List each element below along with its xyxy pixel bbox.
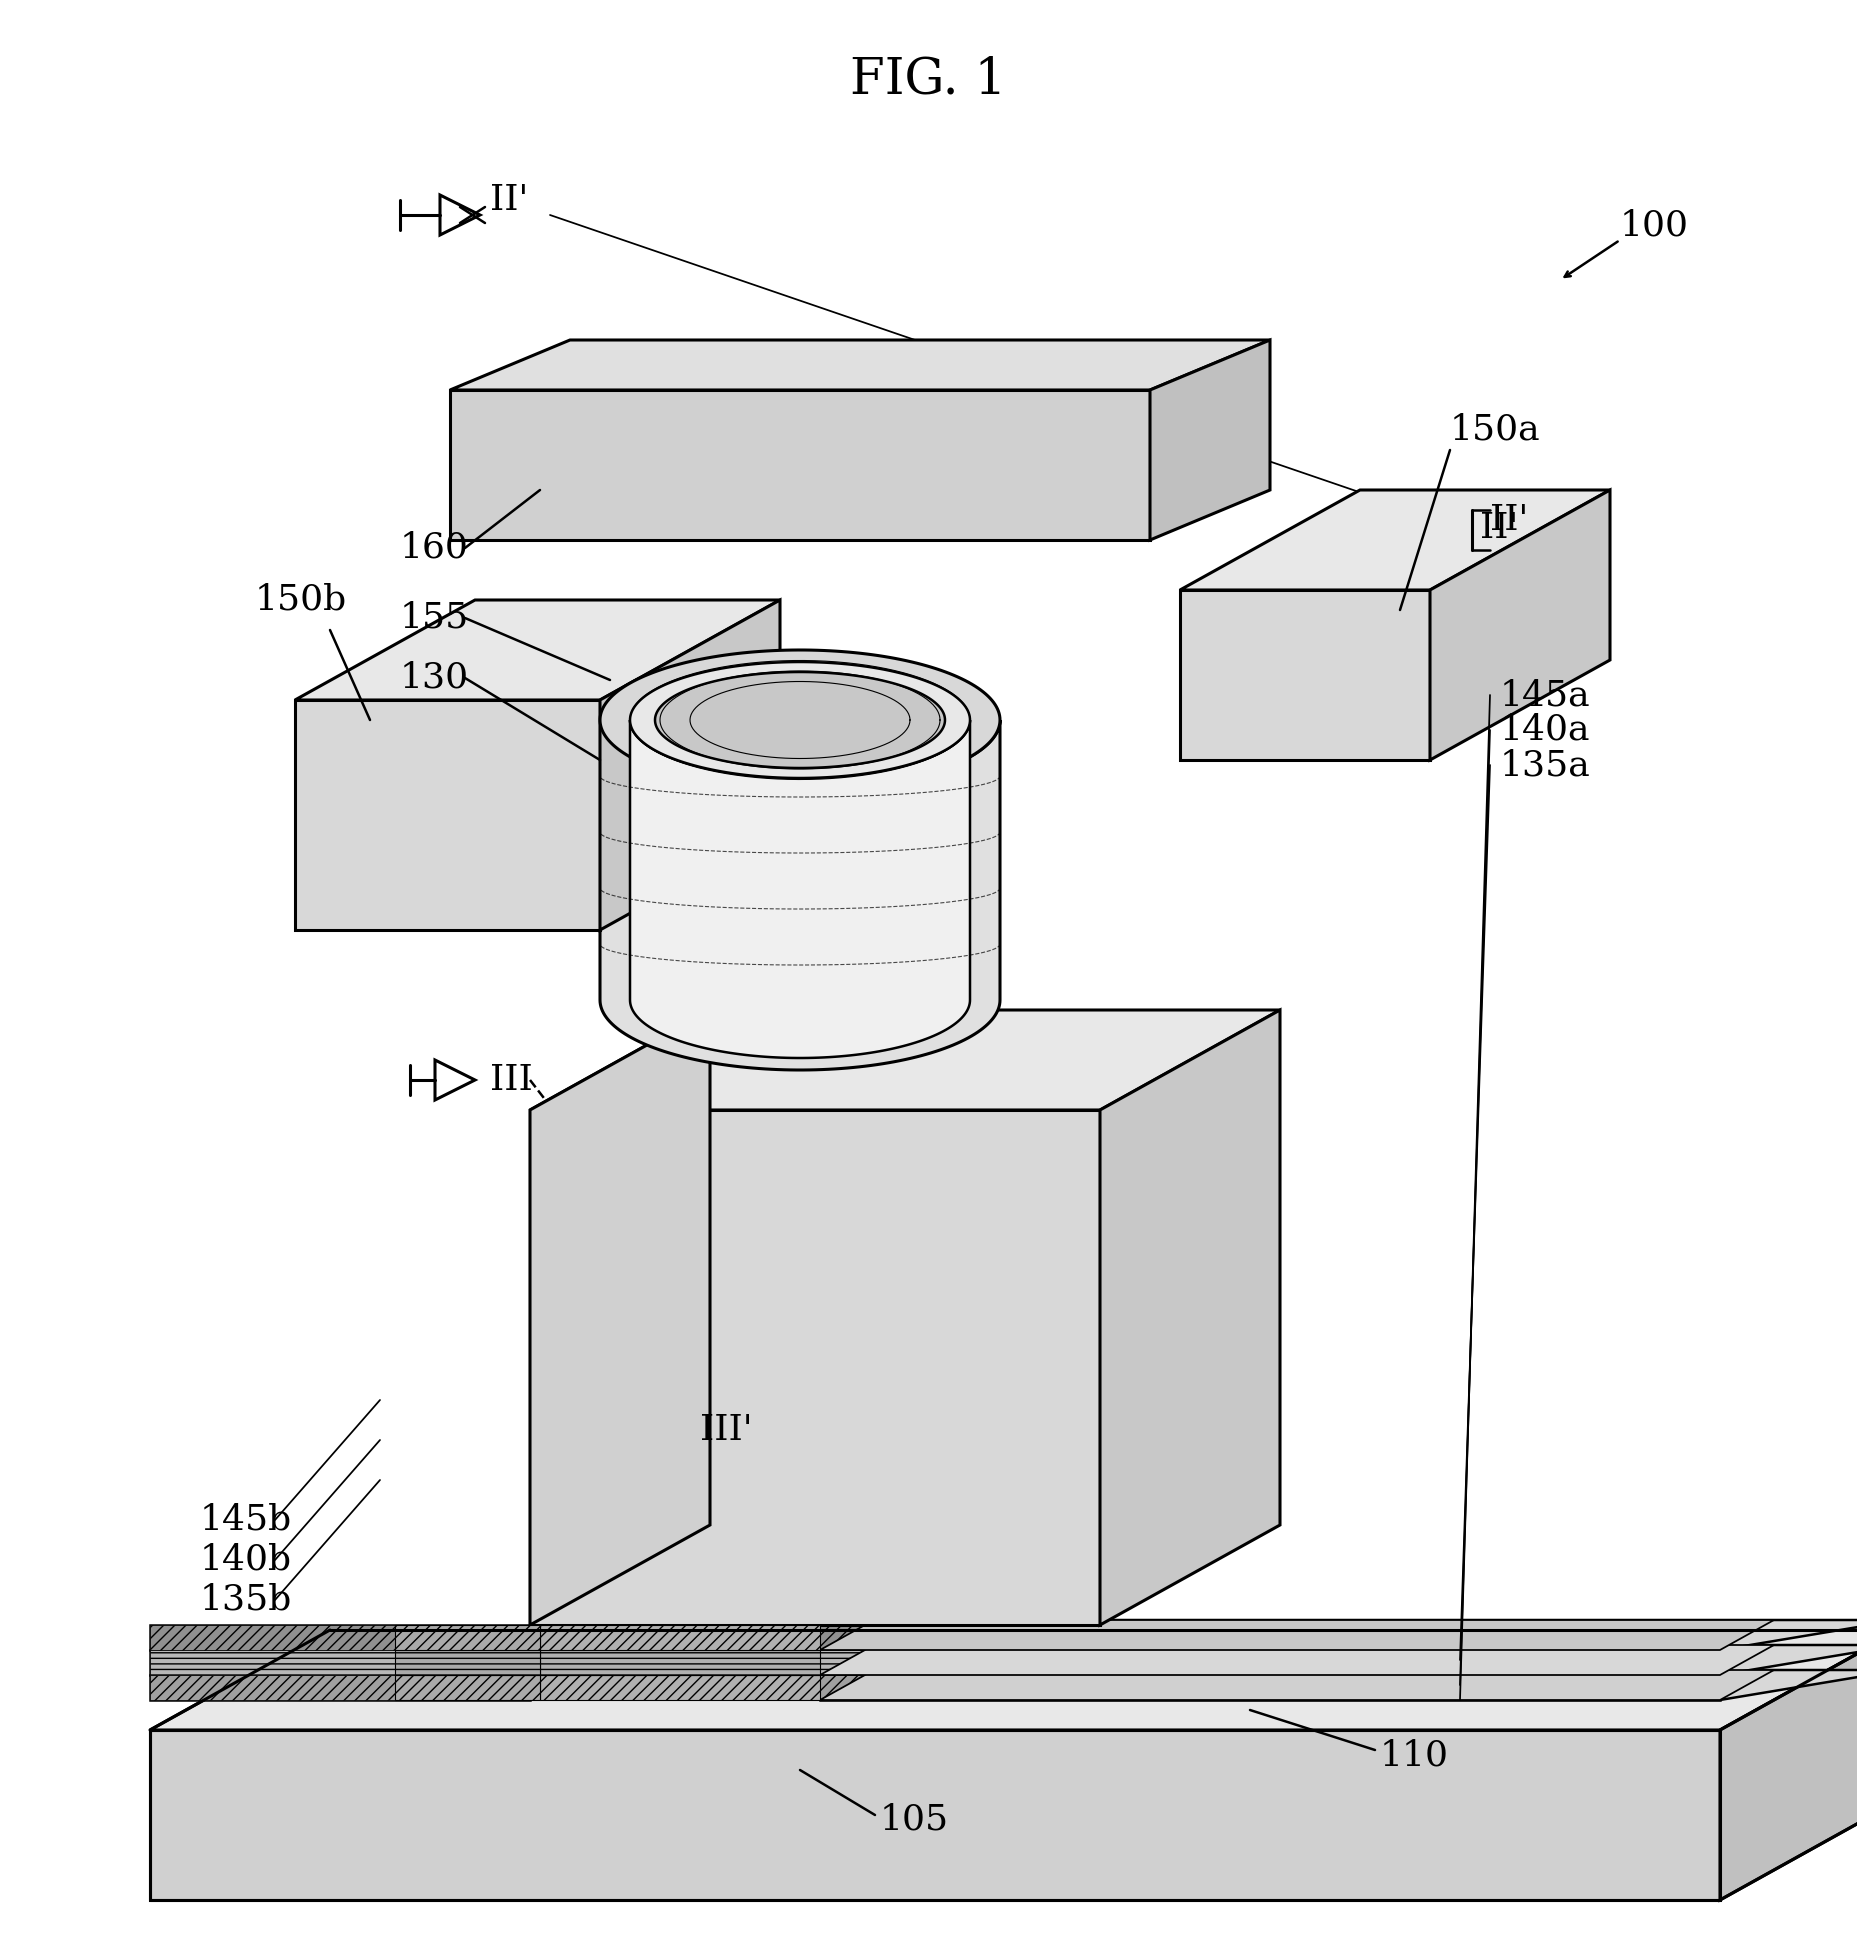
Polygon shape bbox=[540, 1625, 821, 1650]
Polygon shape bbox=[656, 673, 945, 768]
Polygon shape bbox=[150, 1730, 1720, 1900]
Polygon shape bbox=[529, 1109, 1099, 1625]
Polygon shape bbox=[821, 1675, 1720, 1701]
Polygon shape bbox=[821, 1644, 1773, 1675]
Polygon shape bbox=[821, 1675, 1720, 1701]
Polygon shape bbox=[1720, 1631, 1857, 1900]
Polygon shape bbox=[150, 1650, 529, 1675]
Text: 150b: 150b bbox=[254, 584, 347, 617]
Text: 145a: 145a bbox=[1500, 679, 1591, 712]
Text: 105: 105 bbox=[880, 1803, 949, 1836]
Text: FIG. 1: FIG. 1 bbox=[851, 56, 1006, 105]
Polygon shape bbox=[150, 1631, 1857, 1730]
Text: III: III bbox=[490, 1063, 533, 1097]
Polygon shape bbox=[821, 1625, 1720, 1650]
Polygon shape bbox=[440, 196, 479, 235]
Polygon shape bbox=[150, 1675, 529, 1701]
Polygon shape bbox=[821, 1650, 1720, 1675]
Text: 150a: 150a bbox=[1450, 413, 1541, 448]
Polygon shape bbox=[1149, 339, 1270, 539]
Polygon shape bbox=[295, 599, 780, 700]
Polygon shape bbox=[1179, 491, 1610, 589]
Text: 160: 160 bbox=[399, 531, 468, 564]
Polygon shape bbox=[150, 1675, 529, 1701]
Polygon shape bbox=[630, 661, 969, 778]
Polygon shape bbox=[600, 719, 1001, 1070]
Polygon shape bbox=[150, 1625, 529, 1650]
Polygon shape bbox=[821, 1644, 1857, 1675]
Polygon shape bbox=[540, 1650, 821, 1675]
Polygon shape bbox=[821, 1619, 1773, 1650]
Polygon shape bbox=[821, 1650, 1720, 1675]
Polygon shape bbox=[396, 1650, 540, 1675]
Polygon shape bbox=[396, 1675, 540, 1701]
Polygon shape bbox=[150, 1650, 529, 1675]
Polygon shape bbox=[600, 599, 780, 931]
Text: 130: 130 bbox=[399, 661, 470, 694]
Polygon shape bbox=[435, 1061, 475, 1099]
Text: 145b: 145b bbox=[201, 1503, 292, 1538]
Text: 140b: 140b bbox=[201, 1543, 292, 1576]
Polygon shape bbox=[630, 719, 969, 1059]
Text: III': III' bbox=[700, 1414, 752, 1446]
Text: 140a: 140a bbox=[1500, 714, 1590, 747]
Polygon shape bbox=[449, 390, 1149, 539]
Polygon shape bbox=[821, 1625, 1720, 1650]
Text: II': II' bbox=[1489, 502, 1528, 537]
Polygon shape bbox=[1099, 1010, 1279, 1625]
Polygon shape bbox=[540, 1675, 821, 1701]
Polygon shape bbox=[449, 339, 1270, 390]
Polygon shape bbox=[529, 1010, 709, 1625]
Polygon shape bbox=[295, 700, 600, 931]
Text: 100: 100 bbox=[1619, 207, 1690, 242]
Text: 110: 110 bbox=[1380, 1737, 1448, 1772]
Text: II': II' bbox=[490, 182, 529, 217]
Polygon shape bbox=[529, 1010, 1279, 1109]
Polygon shape bbox=[821, 1669, 1773, 1701]
Polygon shape bbox=[1179, 589, 1430, 760]
Text: 135a: 135a bbox=[1500, 748, 1591, 781]
Polygon shape bbox=[821, 1619, 1857, 1650]
Polygon shape bbox=[1430, 491, 1610, 760]
Text: 155: 155 bbox=[399, 601, 470, 634]
Polygon shape bbox=[821, 1669, 1857, 1701]
Polygon shape bbox=[150, 1625, 529, 1650]
Polygon shape bbox=[396, 1625, 540, 1650]
Text: 135b: 135b bbox=[201, 1582, 292, 1617]
Text: II': II' bbox=[1480, 512, 1519, 545]
Polygon shape bbox=[600, 650, 1001, 789]
